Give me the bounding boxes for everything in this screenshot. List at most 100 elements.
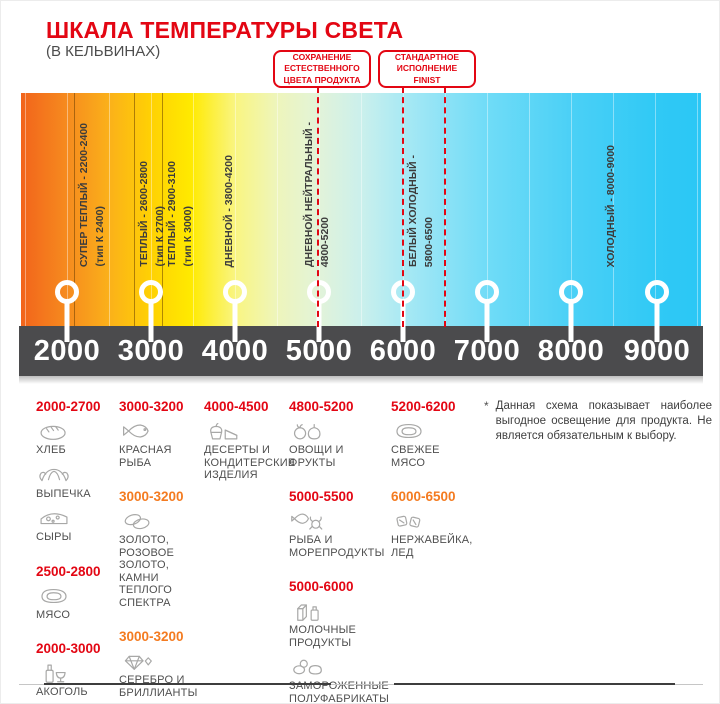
category-range: 3000-3200 <box>119 399 184 414</box>
frozen-icon <box>289 655 413 677</box>
scale-marker-stem <box>64 302 70 342</box>
zone-label-range: 4800-5200 <box>319 216 331 267</box>
category-item: ЗАМОРОЖЕННЫЕ ПОЛУФАБРИКАТЫ <box>289 655 413 703</box>
gradient-separator <box>697 93 698 326</box>
category-item: ЗОЛОТО, РОЗОВОЕ ЗОЛОТО, КАМНИ ТЕПЛОГО СП… <box>119 509 205 609</box>
category-column: 5200-6200 СВЕЖЕЕ МЯСО 6000-6500 НЕРЖАВЕЙКА,… <box>391 399 486 579</box>
category-column: 4000-4500 ДЕСЕРТЫ И КОНДИТЕРСКИЕ ИЗДЕЛИЯ <box>204 399 296 502</box>
scale-marker-ring <box>55 280 79 304</box>
bread-icon <box>36 419 116 441</box>
zone-label-name: СУПЕР ТЕПЛЫЙ - 2200-2400 <box>78 122 90 267</box>
zone-label-name: ДНЕВНОЙ НЕЙТРАЛЬНЫЙ - <box>303 122 315 267</box>
category-group: 2500-2800 МЯСО <box>36 564 116 622</box>
category-label: СЕРЕБРО И БРИЛЛИАНТЫ <box>119 674 198 699</box>
cheese-icon <box>36 506 116 528</box>
category-range: 5000-6000 <box>289 579 354 594</box>
category-label: АКОГОЛЬ <box>36 686 88 698</box>
category-group: 3000-3200 КРАСНАЯ РЫБА <box>119 399 205 469</box>
steak-icon <box>391 419 486 441</box>
category-range: 4800-5200 <box>289 399 354 414</box>
meat-icon <box>36 584 116 606</box>
kelvin-axis-bar <box>19 326 703 376</box>
fruits-icon <box>289 419 413 441</box>
category-item: МЯСО <box>36 584 116 622</box>
bottom-rule <box>19 684 703 685</box>
axis-shadow <box>19 376 703 384</box>
footnote-asterisk: * <box>484 399 489 413</box>
zone-boundary-line <box>134 93 135 326</box>
category-label: ДЕСЕРТЫ И КОНДИТЕРСКИЕ ИЗДЕЛИЯ <box>204 444 296 481</box>
zone-boundary-line <box>162 93 163 326</box>
category-column: 2000-2700 ХЛЕБ ВЫПЕЧКА СЫРЫ 2500-2800 МЯСО 200… <box>36 399 116 703</box>
category-label: ОВОЩИ И ФРУКТЫ <box>289 444 344 469</box>
scale-marker-ring <box>559 280 583 304</box>
scale-marker-stem <box>654 302 660 342</box>
scale-marker-stem <box>568 302 574 342</box>
zone-label-range: (тип К 3000) <box>182 206 194 267</box>
category-column: 3000-3200 КРАСНАЯ РЫБА 3000-3200 ЗОЛОТО, РО… <box>119 399 205 703</box>
callout-natural-color: СОХРАНЕНИЕ ЕСТЕСТВЕННОГО ЦВЕТА ПРОДУКТА <box>273 50 371 88</box>
footnote-text: Данная схема показывает наиболее выгодно… <box>495 400 712 442</box>
callout-marker-line <box>402 87 404 327</box>
category-item: ВЫПЕЧКА <box>36 463 116 501</box>
fish-icon <box>119 419 205 441</box>
category-group: 6000-6500 НЕРЖАВЕЙКА, ЛЕД <box>391 489 486 559</box>
category-item: МОЛОЧНЫЕ ПРОДУКТЫ <box>289 599 413 649</box>
category-item: КРАСНАЯ РЫБА <box>119 419 205 469</box>
zone-label: БЕЛЫЙ ХОЛОДНЫЙ - 5800-6500 <box>407 155 436 267</box>
gradient-separator <box>613 93 614 326</box>
category-group: 2000-3000 АКОГОЛЬ <box>36 641 116 699</box>
category-group: 4800-5200 ОВОЩИ И ФРУКТЫ <box>289 399 413 469</box>
gradient-separator <box>655 93 656 326</box>
zone-label-range: 5800-6500 <box>423 216 435 267</box>
category-range: 6000-6500 <box>391 489 456 504</box>
category-item: СЫРЫ <box>36 506 116 544</box>
gradient-separator <box>67 93 68 326</box>
alcohol-icon <box>36 661 116 683</box>
gradient-separator <box>151 93 152 326</box>
zone-label-range: (тип К 2400) <box>94 206 106 267</box>
dairy-icon <box>289 599 413 621</box>
croissant-icon <box>36 463 116 485</box>
zone-label: ХОЛОДНЫЙ - 8000-9000 <box>605 145 618 267</box>
category-item: РЫБА И МОРЕПРОДУКТЫ <box>289 509 413 559</box>
category-group: 5200-6200 СВЕЖЕЕ МЯСО <box>391 399 486 469</box>
category-label: СЫРЫ <box>36 531 72 543</box>
scale-marker-stem <box>484 302 490 342</box>
zone-boundary-line <box>74 93 75 326</box>
category-item: СЕРЕБРО И БРИЛЛИАНТЫ <box>119 649 205 699</box>
page-title: ШКАЛА ТЕМПЕРАТУРЫ СВЕТА <box>46 17 404 43</box>
category-group: 5000-6000 МОЛОЧНЫЕ ПРОДУКТЫ ЗАМОРОЖЕННЫЕ П… <box>289 579 413 703</box>
category-range: 3000-3200 <box>119 629 184 644</box>
category-item: ОВОЩИ И ФРУКТЫ <box>289 419 413 469</box>
category-group: 3000-3200 СЕРЕБРО И БРИЛЛИАНТЫ <box>119 629 205 699</box>
category-item: ДЕСЕРТЫ И КОНДИТЕРСКИЕ ИЗДЕЛИЯ <box>204 419 296 482</box>
zone-label-name: БЕЛЫЙ ХОЛОДНЫЙ - <box>407 155 419 267</box>
gradient-separator <box>571 93 572 326</box>
category-range: 5200-6200 <box>391 399 456 414</box>
category-label: МЯСО <box>36 608 71 621</box>
callout-finist-standard: СТАНДАРТНОЕ ИСПОЛНЕНИЕ FINIST <box>378 50 476 88</box>
dessert-icon <box>204 419 290 441</box>
category-label: ЗОЛОТО, РОЗОВОЕ ЗОЛОТО, КАМНИ ТЕПЛОГО СП… <box>119 534 174 609</box>
scale-marker-stem <box>148 302 154 342</box>
category-group: 5000-5500 РЫБА И МОРЕПРОДУКТЫ <box>289 489 413 559</box>
category-label: ВЫПЕЧКА <box>36 487 91 500</box>
category-group: 4000-4500 ДЕСЕРТЫ И КОНДИТЕРСКИЕ ИЗДЕЛИЯ <box>204 399 296 482</box>
callout-marker-line <box>317 87 319 327</box>
category-label: РЫБА И МОРЕПРОДУКТЫ <box>289 534 385 559</box>
gradient-separator <box>109 93 110 326</box>
category-group: 2000-2700 ХЛЕБ ВЫПЕЧКА СЫРЫ <box>36 399 116 544</box>
page-subtitle: (В КЕЛЬВИНАХ) <box>46 43 161 60</box>
category-group: 3000-3200 ЗОЛОТО, РОЗОВОЕ ЗОЛОТО, КАМНИ Т… <box>119 489 205 609</box>
bottom-rule-segment <box>394 683 675 685</box>
zone-label-name: ТЕПЛЫЙ - 2900-3100 <box>166 161 178 267</box>
scale-marker-ring <box>475 280 499 304</box>
callout-marker-line <box>444 87 446 327</box>
category-range: 4000-4500 <box>204 399 269 414</box>
gradient-separator <box>361 93 362 326</box>
scale-marker-ring <box>307 280 331 304</box>
zone-label-name: ТЕПЛЫЙ - 2600-2800 <box>138 161 150 267</box>
scale-marker-stem <box>316 302 322 342</box>
